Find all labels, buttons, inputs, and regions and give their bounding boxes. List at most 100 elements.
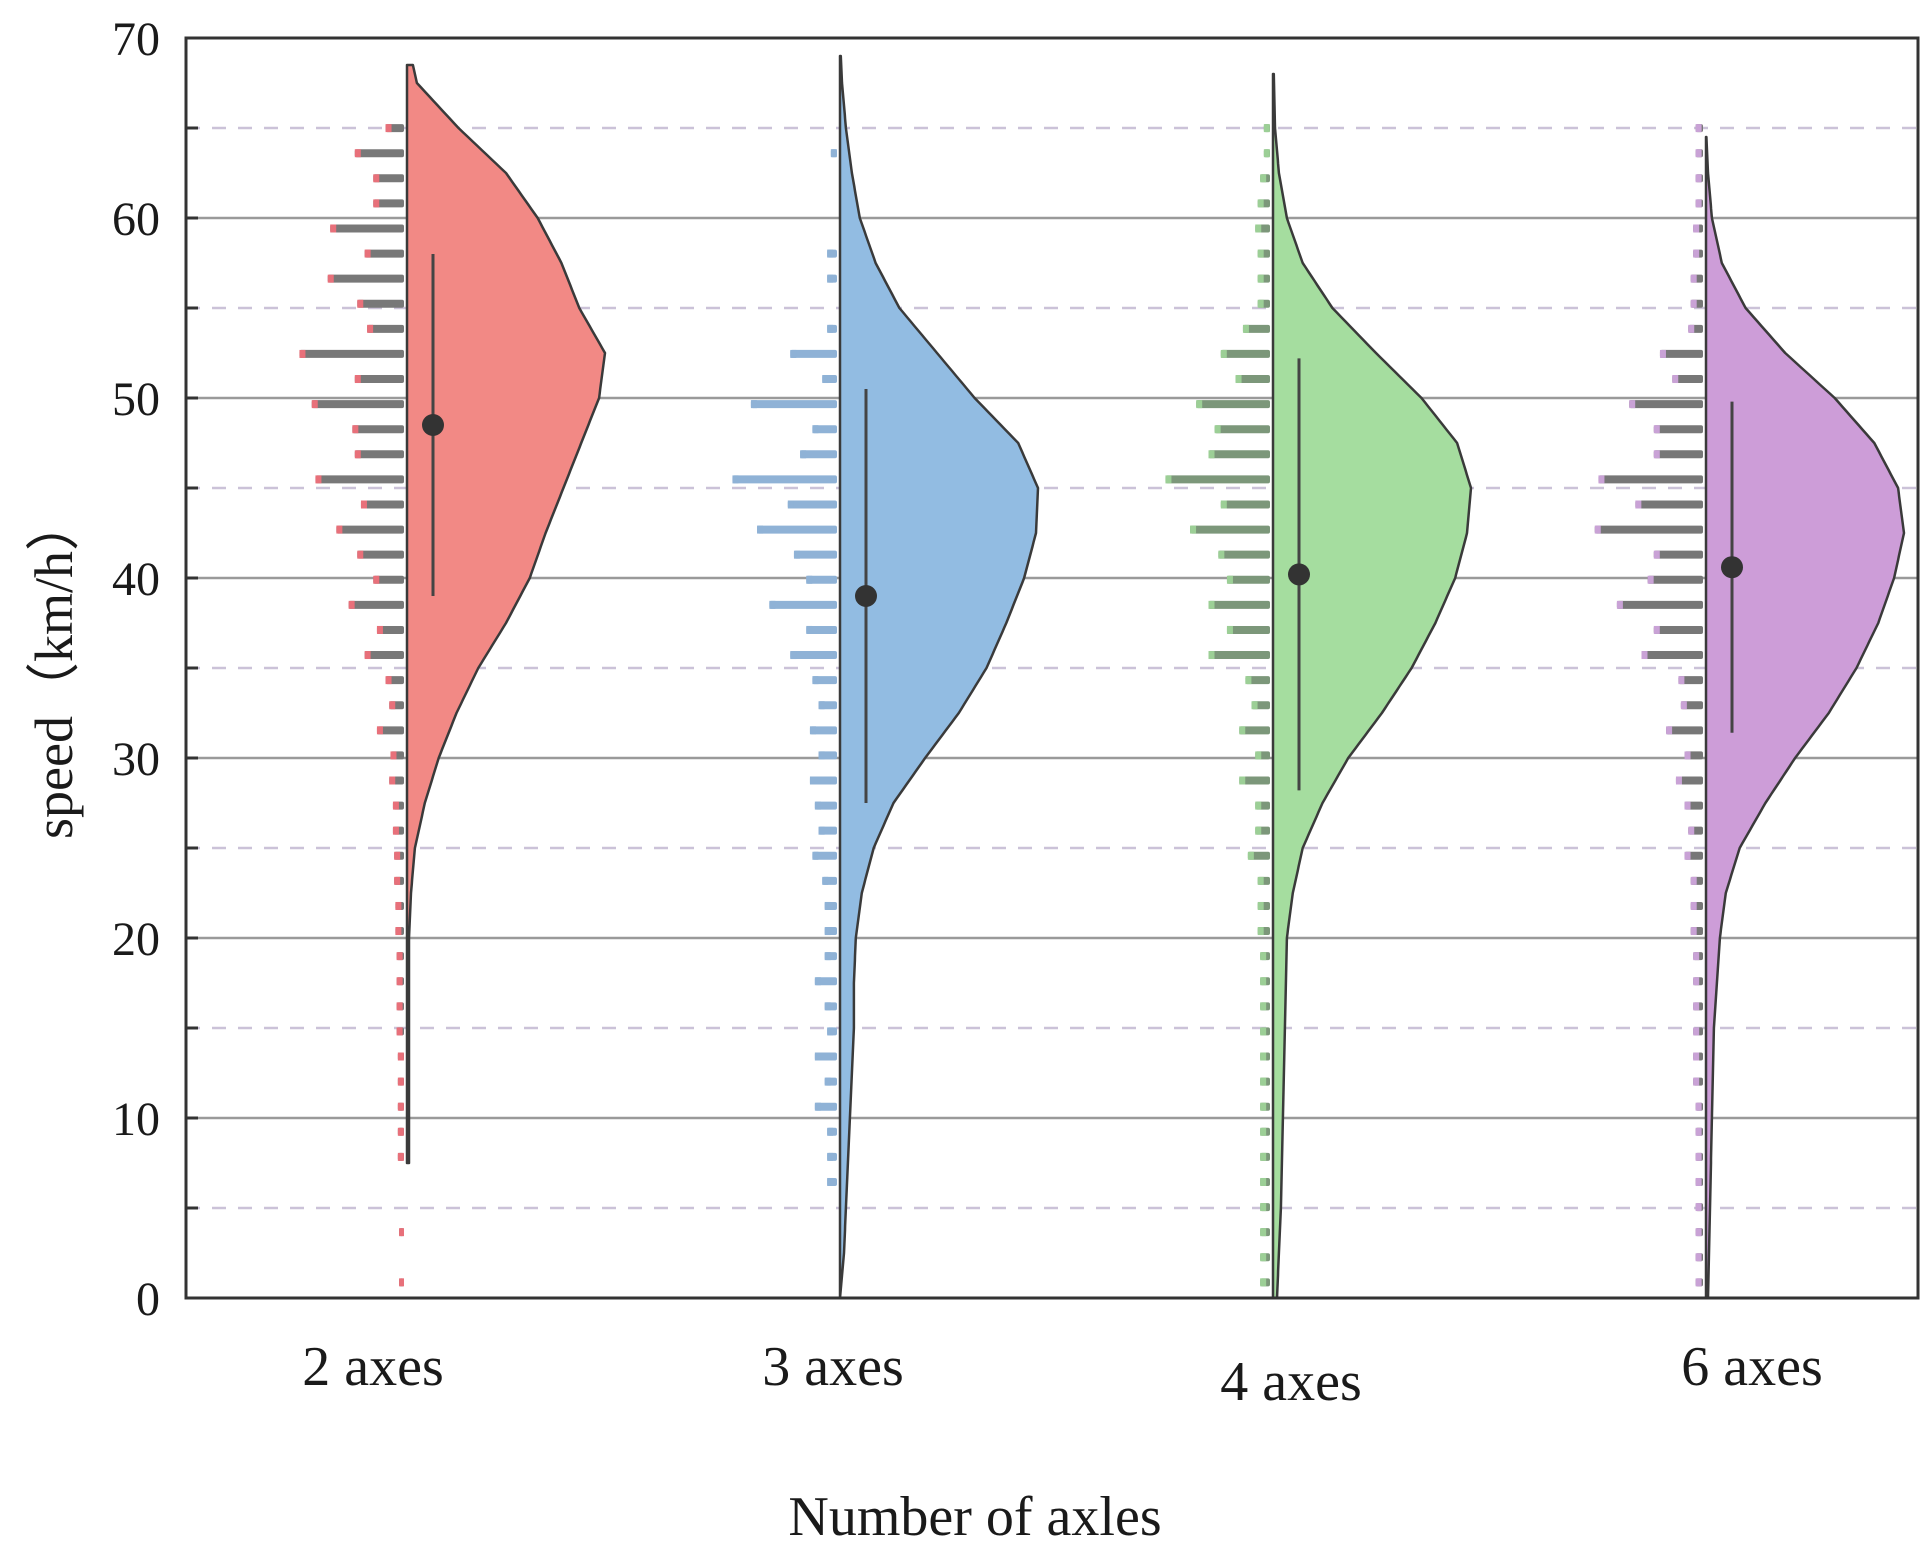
histogram-bar-tip bbox=[790, 349, 797, 358]
histogram-bar-tip bbox=[732, 475, 739, 484]
histogram-bar-tip bbox=[1695, 1127, 1702, 1136]
histogram-bar bbox=[1647, 575, 1703, 584]
histogram-bar-tip bbox=[357, 550, 364, 559]
histogram-bar-tip bbox=[1251, 701, 1258, 710]
histogram-bar bbox=[812, 676, 837, 685]
histogram-bar-tip bbox=[1263, 149, 1270, 158]
x-axis: 2 axes 3 axes 4 axes 6 axes bbox=[302, 1336, 1823, 1413]
histogram-bar-tip bbox=[1220, 500, 1227, 509]
histogram-bar-tip bbox=[809, 776, 816, 785]
histogram-bar-tip bbox=[395, 927, 402, 936]
histogram-bar bbox=[373, 575, 404, 584]
histogram-bar-tip bbox=[1260, 1077, 1267, 1086]
histogram-bar-tip bbox=[1693, 977, 1700, 986]
histogram-bar-tip bbox=[750, 400, 757, 409]
mean-point bbox=[1288, 563, 1310, 586]
histogram-bar-tip bbox=[1208, 651, 1215, 660]
mean-point bbox=[1721, 556, 1743, 579]
histogram-bar-tip bbox=[1260, 1177, 1267, 1186]
histogram-bar-tip bbox=[827, 249, 834, 258]
histogram-bar bbox=[800, 450, 837, 459]
histogram-bar-tip bbox=[367, 324, 374, 333]
histogram-bar bbox=[1220, 349, 1270, 358]
histogram-bar-tip bbox=[1260, 1002, 1267, 1011]
histogram-bar-tip bbox=[1255, 751, 1262, 760]
histogram-bar-tip bbox=[812, 851, 819, 860]
histogram-bar-tip bbox=[1684, 801, 1691, 810]
histogram-bar-tip bbox=[824, 1002, 831, 1011]
histogram-bar bbox=[1641, 651, 1703, 660]
histogram-bar-tip bbox=[1653, 625, 1660, 634]
histogram-bar bbox=[1235, 375, 1270, 384]
histogram-bar-tip bbox=[1226, 625, 1233, 634]
histogram-bar bbox=[1242, 324, 1270, 333]
histogram-bar-tip bbox=[311, 400, 318, 409]
histogram-bar-tip bbox=[790, 651, 797, 660]
histogram-bar-tip bbox=[1695, 1152, 1702, 1161]
histogram-bar bbox=[1208, 600, 1270, 609]
histogram-bar-tip bbox=[348, 600, 355, 609]
histogram-bar bbox=[1208, 651, 1270, 660]
violin-half bbox=[405, 63, 607, 1165]
histogram-bar-tip bbox=[818, 701, 825, 710]
histogram-bar-tip bbox=[396, 1002, 403, 1011]
histogram-bar-tip bbox=[793, 550, 800, 559]
histogram-bar-tip bbox=[397, 1102, 404, 1111]
histogram-bar-tip bbox=[1693, 1027, 1700, 1036]
histogram-bar-tip bbox=[389, 701, 396, 710]
histogram-bar-tip bbox=[812, 425, 819, 434]
histogram-bar-tip bbox=[1690, 299, 1697, 308]
histogram-bar bbox=[750, 400, 837, 409]
histogram-bar-tip bbox=[1242, 324, 1249, 333]
histogram-bar bbox=[787, 500, 837, 509]
histogram-bar-tip bbox=[827, 1177, 834, 1186]
histogram-bar bbox=[1214, 425, 1270, 434]
x-tick-label: 6 axes bbox=[1681, 1336, 1823, 1398]
histogram-bar-tip bbox=[1659, 349, 1666, 358]
histogram-bar-tip bbox=[376, 625, 383, 634]
histogram-bar-tip bbox=[1260, 1203, 1267, 1212]
histogram-bar bbox=[336, 525, 404, 534]
histogram-bar bbox=[348, 600, 404, 609]
histogram-bar-tip bbox=[787, 500, 794, 509]
histogram-bar-tip bbox=[824, 901, 831, 910]
histogram-bar bbox=[357, 299, 404, 308]
histogram-bar-tip bbox=[1675, 776, 1682, 785]
histogram-bar-tip bbox=[822, 876, 829, 885]
histogram-bar-tip bbox=[354, 149, 361, 158]
histogram-bar-tip bbox=[354, 375, 361, 384]
histogram-bar-tip bbox=[327, 274, 334, 283]
mean-point bbox=[855, 585, 877, 607]
x-axis-title: Number of axles bbox=[788, 1486, 1161, 1548]
histogram-bar-tip bbox=[373, 174, 380, 183]
histogram-bar bbox=[1218, 550, 1270, 559]
histogram-bar-tip bbox=[1196, 400, 1203, 409]
histogram-bar-tip bbox=[1257, 901, 1264, 910]
histogram-bar-tip bbox=[827, 274, 834, 283]
histogram-bar-tip bbox=[1693, 1002, 1700, 1011]
histogram-bar-tip bbox=[814, 1102, 821, 1111]
violin-half bbox=[1271, 72, 1473, 1300]
histogram-bar-tip bbox=[399, 1228, 404, 1237]
y-tick-label: 20 bbox=[112, 913, 160, 966]
histogram-bar bbox=[1598, 475, 1703, 484]
histogram-bar bbox=[364, 249, 404, 258]
histogram-bar-tip bbox=[385, 676, 392, 685]
histogram-bar bbox=[1208, 450, 1270, 459]
series-layer bbox=[299, 54, 1906, 1300]
histogram-bar bbox=[373, 199, 404, 208]
histogram-bar-tip bbox=[814, 1052, 821, 1061]
histogram-bar-tip bbox=[330, 224, 337, 233]
y-tick-label: 70 bbox=[112, 13, 160, 66]
histogram-bar-tip bbox=[1666, 726, 1673, 735]
histogram-bar-tip bbox=[394, 851, 401, 860]
histogram-bar-tip bbox=[1695, 1177, 1702, 1186]
histogram-bar bbox=[376, 625, 404, 634]
histogram-bar bbox=[352, 425, 404, 434]
histogram-bar bbox=[812, 851, 837, 860]
histogram-bar-tip bbox=[373, 199, 380, 208]
histogram-bar-tip bbox=[1245, 676, 1252, 685]
histogram-bar-tip bbox=[397, 1152, 404, 1161]
histogram-bar bbox=[1239, 776, 1270, 785]
histogram-bar bbox=[809, 726, 837, 735]
